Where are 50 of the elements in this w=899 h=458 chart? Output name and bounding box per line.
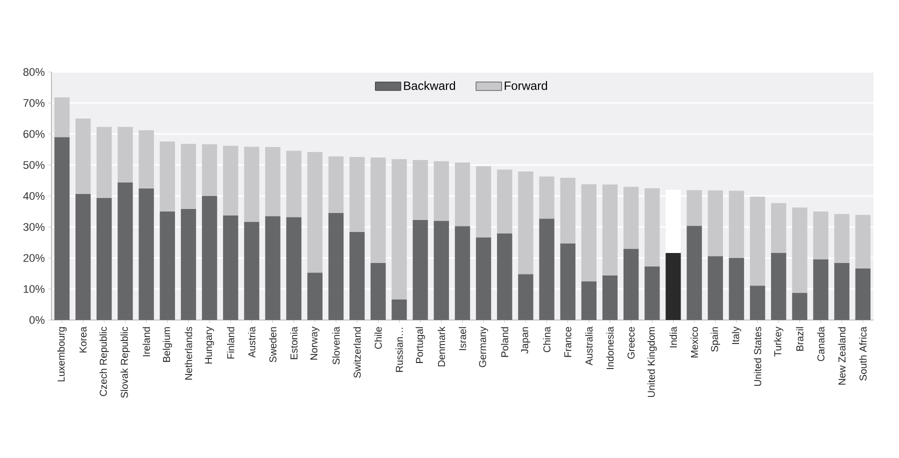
x-tick-label: Ireland xyxy=(142,327,150,356)
x-tick-label: Slovak Republic xyxy=(120,326,130,398)
x-tick-label: Finland xyxy=(226,327,234,359)
x-tick-label: Norway xyxy=(310,326,320,360)
x-tick-label: Greece xyxy=(628,326,635,359)
x-tick-label: Belgium xyxy=(162,327,172,362)
x-tick-label: India xyxy=(670,326,677,348)
y-tick-label: 0% xyxy=(29,316,45,324)
x-tick-label: Brazil xyxy=(796,327,804,351)
x-tick-label: Czech Republic xyxy=(99,326,109,396)
x-tick-label: Spain xyxy=(710,327,720,352)
x-tick-label: South Africa xyxy=(859,326,867,381)
x-tick-label: Hungary xyxy=(205,326,214,364)
y-tick-label: 20% xyxy=(23,254,45,262)
x-tick-label: United Kingdom xyxy=(648,327,657,397)
x-tick-label: China xyxy=(543,326,550,352)
x-tick-label: Denmark xyxy=(438,326,446,366)
x-tick-label: Portugal xyxy=(416,327,425,363)
x-tick-label: Italy xyxy=(732,326,742,344)
x-tick-label: Turkey xyxy=(774,326,784,357)
y-tick-label: 10% xyxy=(24,285,45,293)
y-tick-label: 40% xyxy=(23,192,45,200)
y-tick-label: 50% xyxy=(23,161,45,169)
x-tick-label: Canada xyxy=(817,326,824,362)
x-tick-label: New Zealand xyxy=(838,327,846,385)
y-tick-label: 30% xyxy=(23,223,45,231)
x-tick-label: Switzerland xyxy=(353,327,361,378)
x-tick-label: Austria xyxy=(248,326,256,358)
x-tick-label: Poland xyxy=(500,327,508,357)
legend-label: Forward xyxy=(504,81,548,90)
x-tick-label: Israel xyxy=(458,327,466,350)
x-tick-label: Australia xyxy=(585,326,593,366)
x-tick-label: Estonia xyxy=(290,326,298,360)
x-tick-label: Indonesia xyxy=(606,326,614,369)
x-tick-label: France xyxy=(564,326,572,357)
x-tick-label: Germany xyxy=(479,326,488,368)
x-tick-label: Japan xyxy=(521,327,530,354)
x-tick-label: United States xyxy=(754,326,762,386)
legend-label: Backward xyxy=(404,81,456,90)
y-tick-label: 70% xyxy=(23,99,45,107)
x-tick-label: Korea xyxy=(80,326,87,352)
x-tick-label: Russian… xyxy=(396,328,403,372)
y-tick-label: 60% xyxy=(23,130,45,138)
x-tick-label: Sweden xyxy=(269,327,276,362)
y-tick-label: 80% xyxy=(23,68,45,76)
x-tick-label: Chile xyxy=(374,326,382,349)
x-tick-label: Mexico xyxy=(690,326,698,358)
x-tick-label: Slovenia xyxy=(332,326,340,364)
x-tick-label: Netherlands xyxy=(184,326,192,380)
x-tick-label: Luxembourg xyxy=(57,327,67,382)
